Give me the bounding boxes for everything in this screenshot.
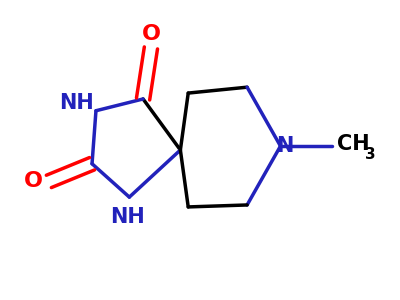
Text: CH: CH: [337, 134, 370, 154]
Text: NH: NH: [59, 93, 94, 113]
Text: 3: 3: [365, 147, 375, 162]
Text: NH: NH: [110, 207, 145, 227]
Text: O: O: [24, 171, 43, 191]
Text: N: N: [276, 136, 293, 156]
Text: O: O: [142, 24, 160, 44]
